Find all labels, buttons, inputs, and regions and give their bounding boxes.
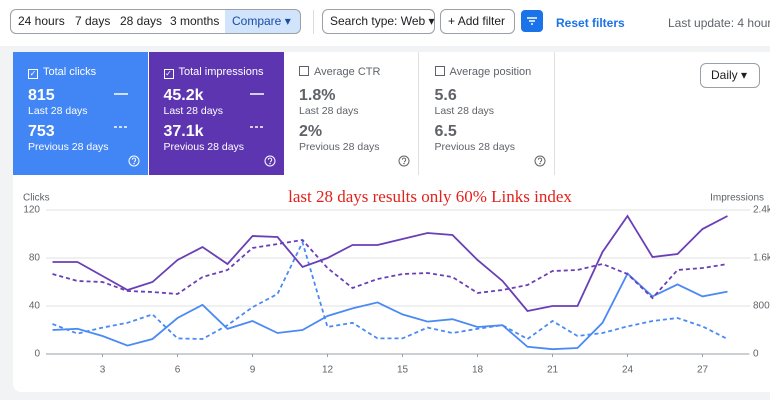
help-icon[interactable]	[534, 155, 546, 167]
granularity[interactable]: Daily ▾	[700, 63, 760, 88]
x-tick-label: 21	[547, 365, 559, 376]
x-tick-label: 15	[397, 365, 409, 376]
card-period: Last 28 days	[299, 105, 359, 117]
card-prev-value: 37.1k	[163, 123, 204, 140]
y2-axis-label: Impressions	[710, 193, 764, 204]
metric-card[interactable]: ✓ Total impressions 45.2k Last 28 days 37…	[148, 52, 284, 175]
line-key	[114, 126, 128, 128]
help-icon[interactable]	[398, 155, 410, 167]
help-icon[interactable]	[128, 155, 140, 167]
card-value: 815	[28, 87, 55, 104]
add-filter-text: Add filter	[457, 14, 506, 28]
search-type-text: Search type: Web	[330, 14, 426, 28]
y2-tick-label: 800	[753, 301, 770, 312]
card-value: 45.2k	[163, 87, 204, 104]
range-button[interactable]: 3 months	[163, 9, 228, 34]
card-label: Average CTR	[314, 66, 381, 78]
card-value: 5.6	[434, 87, 457, 104]
line-key	[249, 126, 264, 128]
card-prev-period: Previous 28 days	[434, 141, 516, 153]
range-button[interactable]: 24 hours	[10, 9, 73, 34]
card-label: Average position	[449, 66, 532, 78]
checkbox	[434, 66, 445, 76]
y-tick-label: 40	[29, 301, 41, 312]
series-line	[52, 239, 728, 341]
series-line	[52, 214, 728, 312]
x-tick-label: 24	[622, 365, 634, 376]
x-tick-label: 3	[100, 365, 106, 376]
card-prev-value: 753	[28, 123, 55, 140]
y2-tick-label: 1.6k	[753, 253, 770, 264]
filter-icon[interactable]	[521, 10, 543, 32]
x-tick-label: 12	[322, 365, 334, 376]
series-line	[52, 272, 728, 351]
card-prev-value: 6.5	[434, 123, 457, 140]
card-period: Last 28 days	[28, 105, 88, 117]
line-key	[249, 93, 264, 95]
card-value: 1.8%	[299, 87, 336, 104]
search-type[interactable]: Search type: Web ▾	[322, 9, 435, 34]
checkbox: ✓	[163, 69, 174, 79]
y-tick-label: 80	[29, 253, 41, 264]
x-tick-label: 9	[250, 365, 256, 376]
card-period: Last 28 days	[434, 105, 495, 117]
separator	[313, 10, 314, 34]
compare-button[interactable]: Compare ▾	[225, 9, 301, 34]
x-tick-label: 6	[175, 365, 181, 376]
y-tick-label: 120	[23, 205, 40, 216]
series-line	[52, 239, 728, 300]
reset-filters[interactable]: Reset filters	[556, 16, 625, 30]
icon	[527, 17, 537, 25]
metric-card[interactable]: ✓ Total clicks 815 Last 28 days 753 Previ…	[13, 52, 148, 175]
card-prev-period: Previous 28 days	[28, 141, 109, 153]
y-tick-label: 0	[34, 349, 40, 360]
metric-card[interactable]: Average position 5.6 Last 28 days 6.5 Pr…	[419, 52, 555, 175]
card-prev-value: 2%	[299, 123, 323, 140]
toolbar: 24 hours 7 days 28 days 3 months Compare…	[0, 0, 770, 46]
checkbox	[299, 66, 309, 76]
y-axis-label: Clicks	[23, 193, 50, 204]
compare-text: Compare	[232, 14, 282, 28]
checkbox: ✓	[28, 69, 38, 79]
card-label: Total clicks	[43, 66, 97, 78]
card-period: Last 28 days	[163, 105, 224, 117]
add-filter[interactable]: + Add filter	[440, 9, 515, 34]
line-key	[114, 93, 128, 95]
last-update: Last update: 4 hours a	[668, 16, 770, 30]
x-tick-label: 18	[472, 365, 484, 376]
y2-tick-label: 0	[753, 349, 759, 360]
x-tick-label: 27	[697, 365, 709, 376]
metric-card[interactable]: Average CTR 1.8% Last 28 days 2% Previou…	[284, 52, 419, 175]
card-prev-period: Previous 28 days	[299, 141, 380, 153]
granularity-text: Daily	[711, 68, 738, 82]
help-icon[interactable]	[264, 155, 276, 167]
card-label: Total impressions	[178, 66, 264, 78]
y2-tick-label: 2.4k	[753, 205, 770, 216]
annotation: last 28 days results only 60% Links inde…	[288, 187, 572, 206]
card-prev-period: Previous 28 days	[163, 141, 245, 153]
